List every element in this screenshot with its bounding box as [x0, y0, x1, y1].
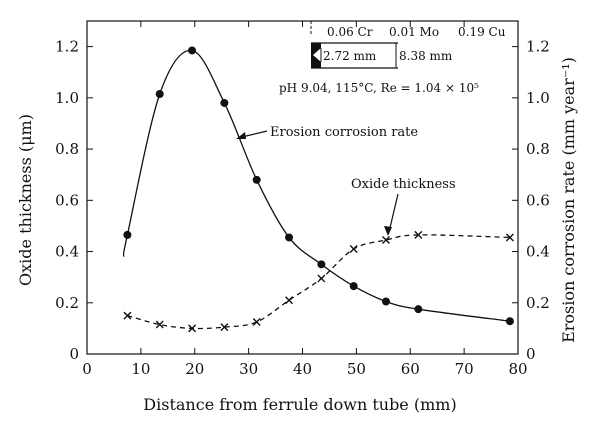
x-tick-label: 50 — [347, 360, 366, 378]
y-left-axis-ticks: 0 0.2 0.4 0.6 0.8 1.0 1.2 — [55, 38, 93, 363]
oxide-thickness-point — [317, 274, 326, 283]
erosion-rate-point — [382, 297, 391, 306]
oxide-thickness-point — [414, 230, 423, 239]
y-right-tick-label: 1.2 — [526, 38, 550, 56]
inset-annotation: 0.06 Cr 0.01 Mo 0.19 Cu 2.72 mm 8.38 mm … — [279, 21, 506, 95]
x-axis-title: Distance from ferrule down tube (mm) — [143, 395, 456, 414]
erosion-rate-point — [349, 282, 358, 291]
oxide-callout: Oxide thickness — [351, 177, 456, 236]
erosion-rate-point — [285, 233, 294, 242]
y-right-tick-label: 0.8 — [526, 140, 550, 158]
erosion-rate-point — [414, 305, 423, 314]
x-tick-label: 30 — [239, 360, 258, 378]
x-tick-label: 0 — [82, 360, 92, 378]
series-markers — [123, 46, 514, 333]
y-right-tick-label: 1.0 — [526, 89, 550, 107]
inner-dimension-label: 2.72 mm — [323, 49, 377, 63]
oxide-thickness-point — [505, 233, 514, 242]
erosion-callout: Erosion corrosion rate — [236, 125, 418, 140]
ferrule-lower-shape — [311, 55, 321, 68]
x-tick-label: 10 — [131, 360, 150, 378]
oxide-thickness-point — [123, 311, 132, 320]
oxide-thickness-point — [285, 296, 294, 305]
erosion-rate-point — [317, 260, 326, 269]
composition-cu: 0.19 Cu — [458, 25, 506, 39]
oxide-callout-arrow — [388, 193, 399, 233]
y-left-tick-label: 0.8 — [55, 140, 79, 158]
y-right-tick-label: 0.4 — [526, 243, 550, 261]
erosion-rate-point — [220, 98, 229, 107]
x-axis-ticks: 0 10 20 30 40 50 60 70 80 — [82, 21, 528, 378]
oxide-thickness-point — [382, 236, 391, 245]
erosion-rate-point — [123, 230, 132, 239]
x-tick-label: 70 — [455, 360, 474, 378]
composition-cr: 0.06 Cr — [327, 25, 373, 39]
ferrule-upper-shape — [311, 43, 321, 55]
oxide-arrow-head — [384, 226, 392, 236]
y-left-tick-label: 1.0 — [55, 89, 79, 107]
y-left-tick-label: 0.6 — [55, 191, 79, 209]
oxide-series-label: Oxide thickness — [351, 177, 456, 192]
erosion-rate-point — [155, 90, 164, 99]
erosion-series-label: Erosion corrosion rate — [270, 125, 418, 140]
x-tick-label: 60 — [401, 360, 420, 378]
y-left-tick-label: 0.2 — [55, 294, 79, 312]
y-right-tick-label: 0 — [526, 345, 536, 363]
oxide-thickness-point — [252, 317, 261, 326]
y-left-tick-label: 0.4 — [55, 243, 79, 261]
conditions-label: pH 9.04, 115°C, Re = 1.04 × 10⁵ — [279, 81, 479, 95]
y-right-tick-label: 0.2 — [526, 294, 550, 312]
x-tick-label: 80 — [508, 360, 527, 378]
y-right-tick-label: 0.6 — [526, 191, 550, 209]
erosion-rate-point — [188, 46, 197, 55]
oxide-thickness-point — [155, 320, 164, 329]
oxide-thickness-point — [349, 244, 358, 253]
composition-mo: 0.01 Mo — [389, 25, 439, 39]
oxide-thickness-curve — [127, 234, 510, 330]
y-right-axis-title: Erosion corrosion rate (mm year⁻¹) — [559, 57, 578, 343]
y-left-axis-title: Oxide thickness (μm) — [16, 114, 35, 286]
x-tick-label: 20 — [185, 360, 204, 378]
oxide-thickness-point — [220, 323, 229, 332]
erosion-arrow-head — [236, 132, 246, 139]
y-left-tick-label: 1.2 — [55, 38, 79, 56]
outer-dimension-label: 8.38 mm — [399, 49, 453, 63]
erosion-rate-point — [252, 175, 261, 184]
y-right-axis-ticks: 0 0.2 0.4 0.6 0.8 1.0 1.2 — [512, 38, 550, 363]
y-left-tick-label: 0 — [69, 345, 79, 363]
erosion-rate-point — [505, 317, 514, 326]
oxide-thickness-point — [188, 324, 197, 333]
x-tick-label: 40 — [293, 360, 312, 378]
